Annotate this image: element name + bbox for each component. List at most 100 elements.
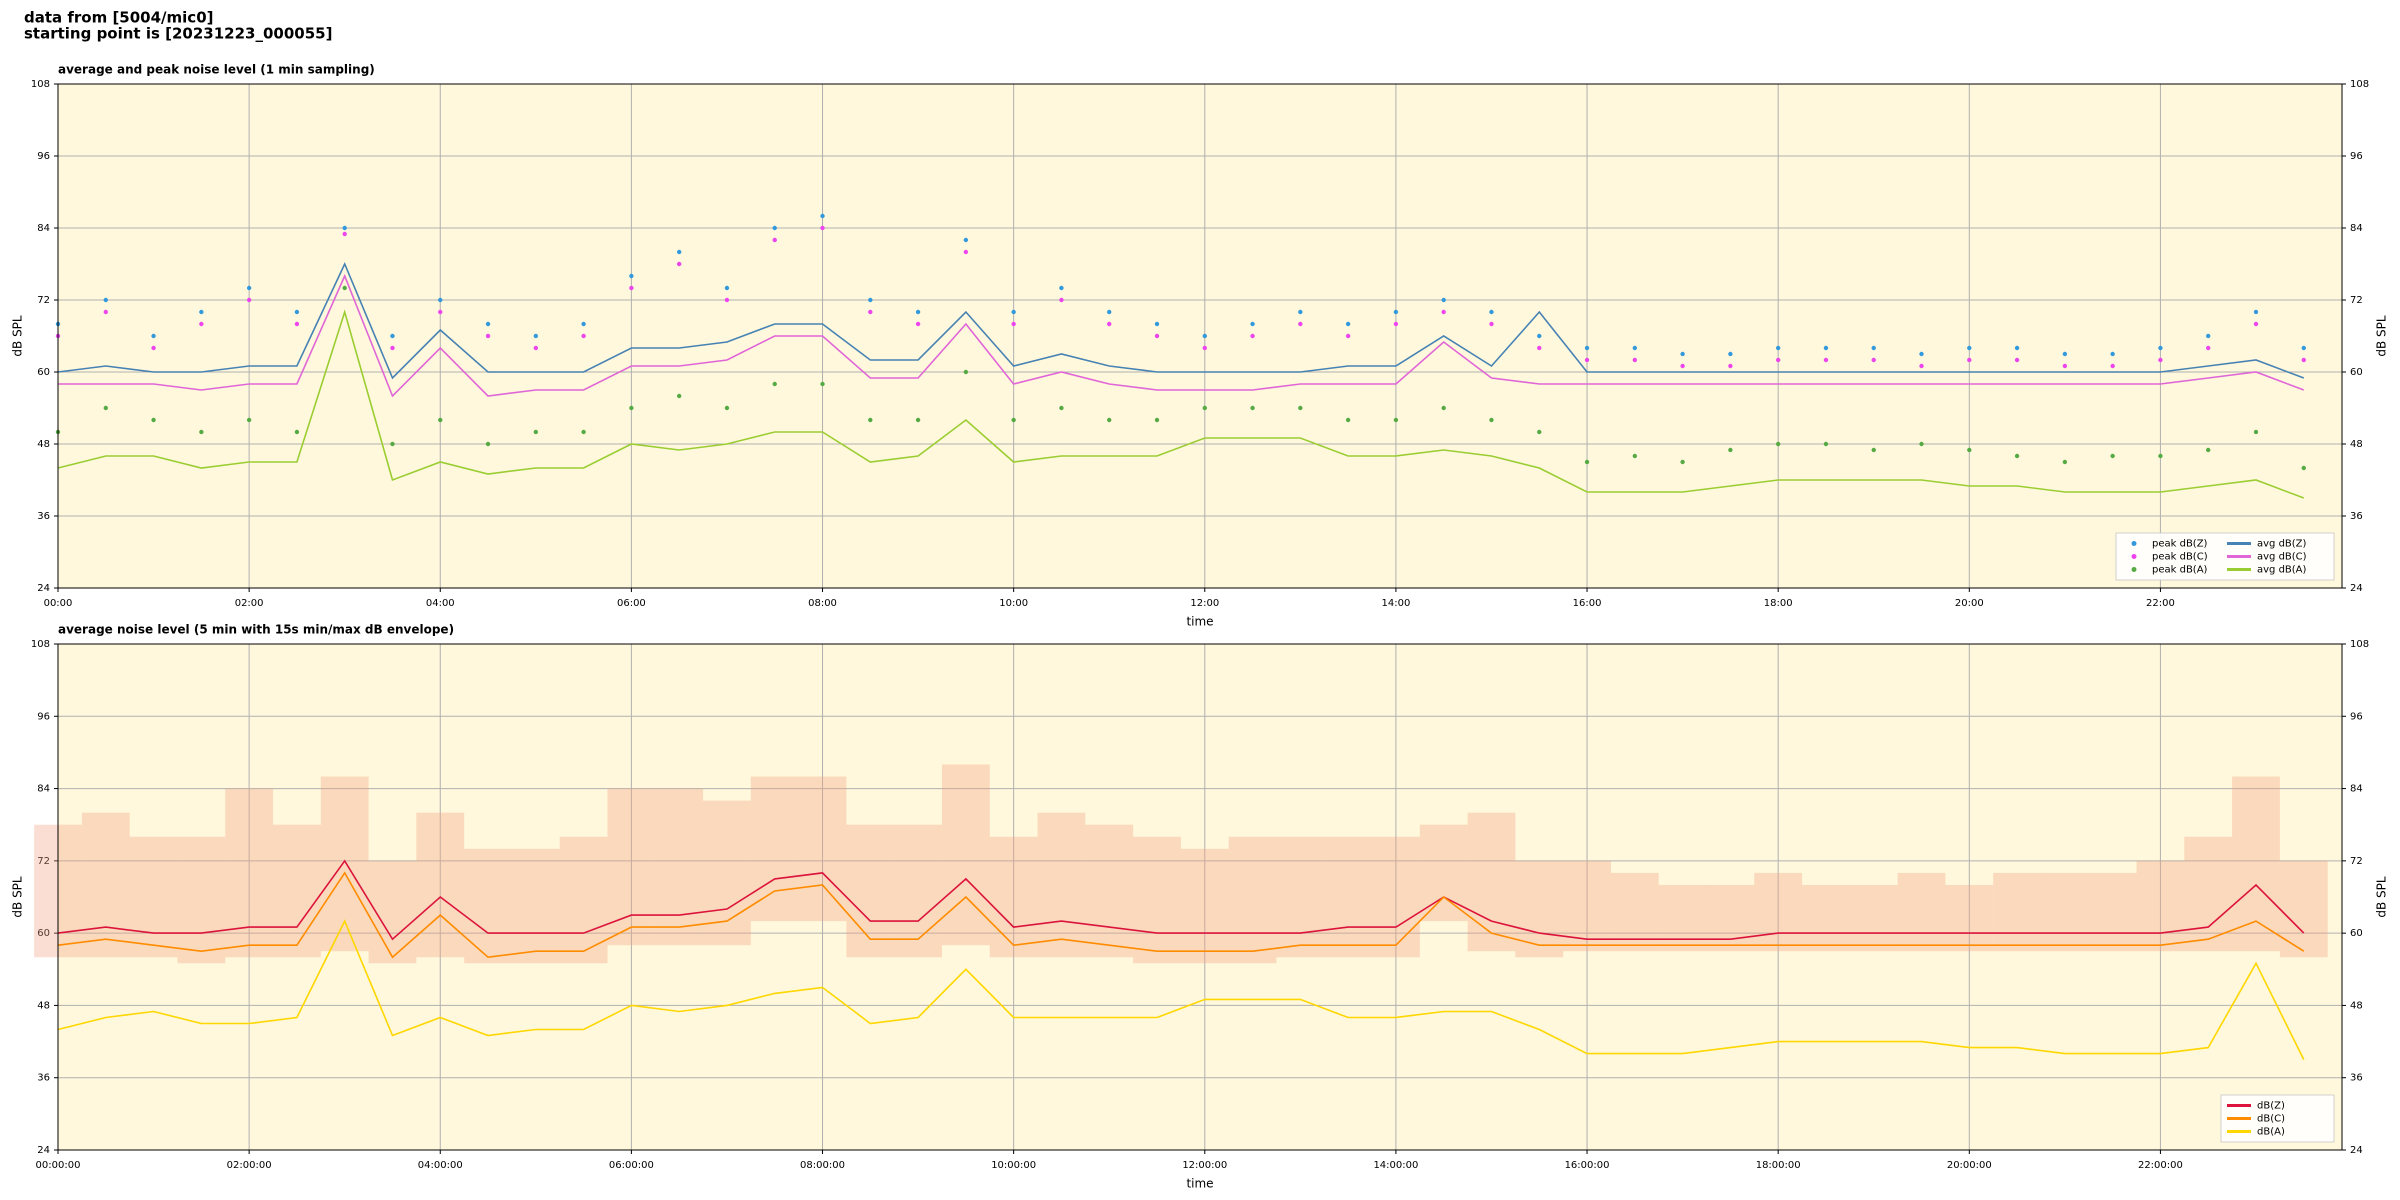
y-tick-label: 48 — [2350, 1000, 2363, 1011]
peak-point — [1441, 405, 1446, 411]
x-tick-label: 12:00:00 — [1182, 1160, 1227, 1171]
envelope — [846, 824, 895, 958]
peak-point — [820, 213, 825, 219]
envelope — [1945, 884, 1994, 952]
y-tick-label: 96 — [2350, 711, 2363, 722]
x-tick-label: 18:00:00 — [1756, 1160, 1801, 1171]
peak-point — [724, 285, 730, 291]
y-tick-label: 36 — [2350, 511, 2363, 522]
peak-point — [1919, 363, 1924, 369]
plot-area — [58, 84, 2342, 588]
peak-point — [1441, 309, 1446, 315]
series-line — [57, 871, 2305, 959]
legend-label: peak dB(Z) — [2152, 539, 2208, 550]
peak-point — [868, 309, 873, 315]
envelope — [2040, 872, 2089, 952]
peak-point — [246, 417, 252, 423]
series-line — [57, 859, 2305, 941]
peak-point — [533, 429, 539, 435]
peak-point — [1489, 309, 1494, 315]
peak-point — [1919, 351, 1924, 357]
x-tick-label: 08:00 — [808, 598, 837, 609]
peak-point — [1059, 297, 1064, 303]
peak-point — [629, 285, 634, 291]
peak-point — [915, 321, 921, 327]
y-tick-label: 72 — [37, 856, 50, 867]
peak-point — [1011, 321, 1016, 327]
peak-point — [2301, 357, 2306, 363]
plot-area — [58, 644, 2342, 1150]
peak-point — [2253, 309, 2259, 315]
peak-point — [1871, 447, 1876, 453]
envelope — [1802, 884, 1850, 952]
x-tick-label: 02:00:00 — [227, 1160, 272, 1171]
peak-point — [342, 285, 347, 291]
peak-point — [2110, 453, 2115, 459]
peak-point — [1107, 417, 1112, 423]
peak-point — [438, 417, 443, 423]
envelope — [2184, 836, 2233, 952]
peak-point — [246, 297, 252, 303]
plot-frame — [57, 83, 2343, 589]
y-tick-label: 108 — [2350, 639, 2369, 650]
envelope — [559, 836, 608, 964]
peak-point — [2206, 333, 2211, 339]
peak-point — [1298, 321, 1303, 327]
peak-point — [2158, 357, 2163, 363]
peak-point — [294, 321, 300, 327]
y-tick-label: 72 — [2350, 295, 2363, 306]
peak-point — [199, 429, 204, 435]
peak-point — [1393, 321, 1399, 327]
peak-point — [1775, 441, 1781, 447]
envelope — [798, 776, 847, 922]
peak-point — [2062, 351, 2068, 357]
peak-point — [151, 333, 156, 339]
peak-point — [2206, 447, 2211, 453]
peak-point — [963, 249, 969, 255]
envelope — [464, 848, 512, 964]
x-tick-label: 04:00 — [426, 598, 455, 609]
y-tick-label: 48 — [2350, 439, 2363, 450]
peak-point — [1107, 321, 1112, 327]
peak-point — [820, 381, 825, 387]
envelope — [2279, 860, 2328, 958]
envelope — [1133, 836, 1181, 964]
peak-point — [676, 261, 682, 267]
envelope — [1610, 872, 1659, 952]
peak-point — [1823, 357, 1829, 363]
x-tick-label: 08:00:00 — [800, 1160, 845, 1171]
y-tick-label: 60 — [37, 367, 50, 378]
envelope — [1897, 872, 1946, 952]
legend-box — [2115, 532, 2335, 581]
x-tick-label: 02:00 — [235, 598, 264, 609]
peak-point — [151, 345, 156, 351]
x-tick-label: 04:00:00 — [418, 1160, 463, 1171]
peak-point — [390, 345, 395, 351]
peak-point — [199, 309, 204, 315]
envelope — [1276, 836, 1325, 958]
y-tick-label: 24 — [37, 583, 50, 594]
series-line — [57, 309, 2305, 499]
envelope — [416, 812, 465, 958]
peak-point — [1202, 345, 1207, 351]
legend-label: dB(Z) — [2257, 1101, 2285, 1112]
peak-point — [103, 309, 108, 315]
header-line: data from [5004/mic0] — [24, 9, 214, 27]
envelope — [1706, 884, 1755, 952]
envelope — [177, 836, 226, 964]
peak-point — [103, 405, 108, 411]
peak-point — [1154, 333, 1160, 339]
peak-point — [485, 333, 491, 339]
peak-point — [390, 441, 395, 447]
y-tick-label: 84 — [37, 223, 50, 234]
peak-point — [390, 333, 395, 339]
peak-point — [1680, 351, 1685, 357]
peak-point — [724, 405, 730, 411]
envelope — [511, 848, 560, 964]
peak-point — [533, 333, 539, 339]
y-tick-label: 96 — [37, 151, 50, 162]
envelope — [655, 788, 704, 946]
peak-point — [1632, 345, 1638, 351]
peak-point — [1393, 309, 1399, 315]
envelope — [607, 788, 656, 946]
